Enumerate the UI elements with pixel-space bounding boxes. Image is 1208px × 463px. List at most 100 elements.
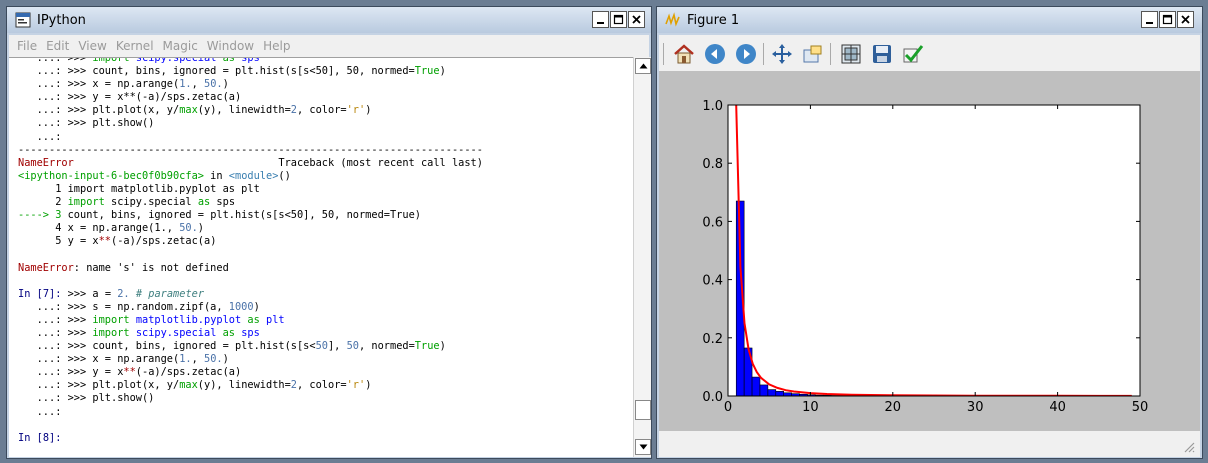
close-icon [632,15,641,24]
figure-close-button[interactable] [1177,11,1194,28]
console-line: ...: >>> plt.show() [18,392,483,405]
console-line: NameError: name 's' is not defined [18,262,483,275]
menu-window[interactable]: Window [206,39,255,53]
histogram-bar [775,391,785,397]
console-token: NameError [18,261,74,274]
console-token: 1. [179,78,192,91]
check-button[interactable] [900,41,926,67]
minimize-button[interactable] [592,11,609,28]
console-token: ** [123,366,136,379]
matplotlib-app-icon [665,12,680,27]
console-token: , color= [297,379,347,392]
console-token: 2 [18,196,68,209]
resize-grip-icon[interactable] [1182,440,1196,454]
figure-titlebar[interactable]: Figure 1 [657,7,1202,33]
arrow-up-icon [639,63,647,69]
forward-button[interactable] [733,41,759,67]
console-token: <ipython-input-6-bec0f0b90cfa> [18,169,204,182]
menu-kernel[interactable]: Kernel [115,39,154,53]
scroll-down-button[interactable] [635,439,651,455]
plot-background [728,105,1140,396]
x-tick-label: 30 [967,400,984,415]
console-token: , color= [297,104,347,117]
close-icon [1181,15,1190,24]
console-line: ...: >>> plt.show() [18,117,483,130]
console-output[interactable]: ...: >>> import scipy.special as sps ...… [9,57,633,457]
console-line: ...: >>> x = np.arange(1., 50.) [18,353,483,366]
zoom-icon [803,45,822,63]
console-token: in [203,169,229,182]
pan-button[interactable] [769,41,795,67]
subplots-button[interactable] [838,41,864,67]
menu-edit[interactable]: Edit [46,39,70,53]
console-token: sps [241,57,260,64]
figure-canvas[interactable]: 0 10 20 30 40 50 0.0 0.2 0.4 0.6 0.8 1.0 [659,71,1200,431]
menu-file[interactable]: File [17,39,38,53]
histogram-bar [751,376,761,397]
histogram-bar [759,384,769,397]
console-token: 1. [179,353,192,366]
ipython-menubar: File Edit View Kernel Magic Window Help [9,35,649,57]
console-token: ...: [18,130,62,143]
maximize-button[interactable] [610,11,627,28]
console-line: ...: >>> s = np.random.zipf(a, 1000) [18,301,483,314]
console-token: ...: >>> [18,57,93,64]
close-button[interactable] [628,11,645,28]
console-token: scipy.special [135,57,217,64]
console-line: ...: >>> y = x**(-a)/sps.zetac(a) [18,366,483,379]
console-token: ...: >>> x = np.arange( [18,78,180,91]
menu-magic[interactable]: Magic [162,39,198,53]
console-token: (-a)/sps.zetac(a) [111,235,217,248]
zoom-button[interactable] [800,41,826,67]
console-scrollbar[interactable] [633,57,651,457]
menu-help[interactable]: Help [263,39,291,53]
console-token: 50 [346,340,359,353]
ipython-app-icon [15,12,31,28]
minimize-icon [1146,22,1153,24]
console-lines: ...: >>> import scipy.special as sps ...… [18,57,483,445]
console-line: ...: >>> plt.plot(x, y/max(y), linewidth… [18,104,483,117]
console-token: () [278,169,291,182]
console-token: sps [210,196,236,209]
x-tick-label: 10 [802,400,819,415]
figure-minimize-button[interactable] [1141,11,1158,28]
y-tick-label: 0.0 [702,390,723,405]
maximize-icon [613,14,624,25]
console-token: 1000 [228,300,254,313]
console-token: import [67,196,105,209]
console-line: ...: >>> count, bins, ignored = plt.hist… [18,65,483,78]
y-tick-label: 0.4 [702,274,723,289]
figure-maximize-button[interactable] [1159,11,1176,28]
console-token: as [197,196,211,209]
figure-window: Figure 1 [656,6,1203,459]
console-line: ...: >>> import scipy.special as sps [18,327,483,340]
console-line: 1 import matplotlib.pyplot as plt [18,183,483,196]
save-button[interactable] [869,41,895,67]
console-token: max [179,104,198,117]
console-line: ...: >>> plt.plot(x, y/max(y), linewidth… [18,379,483,392]
home-button[interactable] [671,41,697,67]
console-token: ...: [18,405,62,418]
console-token: ...: >>> plt.plot(x, y/ [18,379,180,392]
y-tick-label: 0.8 [702,157,723,172]
console-token: , [191,78,204,91]
ipython-titlebar[interactable]: IPython [7,7,651,33]
console-line [18,248,483,261]
menu-view[interactable]: View [78,39,107,53]
scroll-thumb[interactable] [635,400,651,420]
console-token: # parameter [135,287,205,300]
console-token: ...: >>> y = x [18,366,124,379]
ipython-window-title: IPython [37,12,86,28]
console-token: 'r' [346,379,366,392]
console-token: ...: >>> s = np.random.zipf(a, [18,300,229,313]
back-icon [705,44,725,64]
console-token: , normed= [359,340,415,353]
figure-window-title: Figure 1 [687,12,740,28]
scroll-up-button[interactable] [635,58,651,74]
console-token: (-a)/sps.zetac(a) [135,366,242,379]
console-line: ...: >>> count, bins, ignored = plt.hist… [18,340,483,353]
console-token: 50 [315,340,328,353]
back-button[interactable] [702,41,728,67]
console-token: ) [439,65,446,78]
console-token: 5 y = x [18,235,99,248]
